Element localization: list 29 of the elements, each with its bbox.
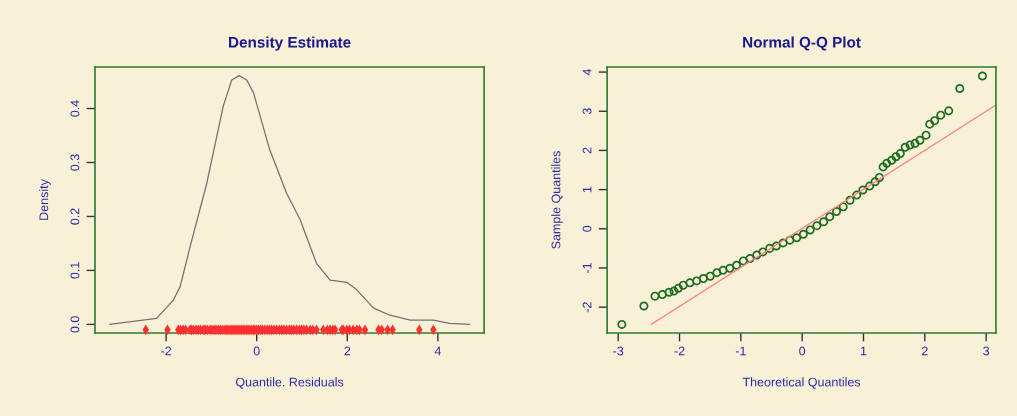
x-tick-label: 4: [434, 346, 441, 356]
x-tick-label: 0: [799, 346, 806, 356]
y-tick-label: 0: [582, 225, 592, 232]
chart-title: Normal Q-Q Plot: [743, 36, 861, 51]
y-tick-label: -2: [582, 302, 592, 313]
y-tick-label: -1: [582, 263, 592, 273]
x-tick-label: -2: [674, 346, 685, 356]
y-tick-label: 1: [582, 186, 592, 193]
x-tick-label: -1: [735, 346, 746, 356]
x-tick-label: 0: [253, 346, 260, 356]
chart-title: Density Estimate: [229, 36, 351, 51]
x-tick-label: 1: [860, 346, 867, 356]
y-tick-label: 4: [582, 68, 592, 76]
y-tick-label: 0.1: [70, 262, 80, 279]
x-tick-label: 2: [921, 346, 928, 356]
y-tick-label: 0.3: [70, 154, 80, 171]
y-axis-title: Density: [39, 179, 51, 220]
y-tick-label: 0.0: [70, 316, 80, 333]
x-axis-title: Quantile. Residuals: [235, 377, 344, 389]
y-tick-label: 0.2: [70, 208, 80, 225]
y-tick-label: 3: [582, 108, 592, 115]
x-tick-label: -3: [613, 346, 624, 356]
y-tick-label: 2: [582, 147, 592, 154]
x-tick-label: 3: [983, 346, 990, 356]
y-tick-label: 0.4: [70, 100, 80, 117]
x-tick-label: 2: [344, 346, 351, 356]
x-tick-label: -2: [161, 346, 172, 356]
y-axis-title: Sample Quantiles: [551, 151, 563, 249]
x-axis-title: Theoretical Quantiles: [742, 377, 861, 389]
